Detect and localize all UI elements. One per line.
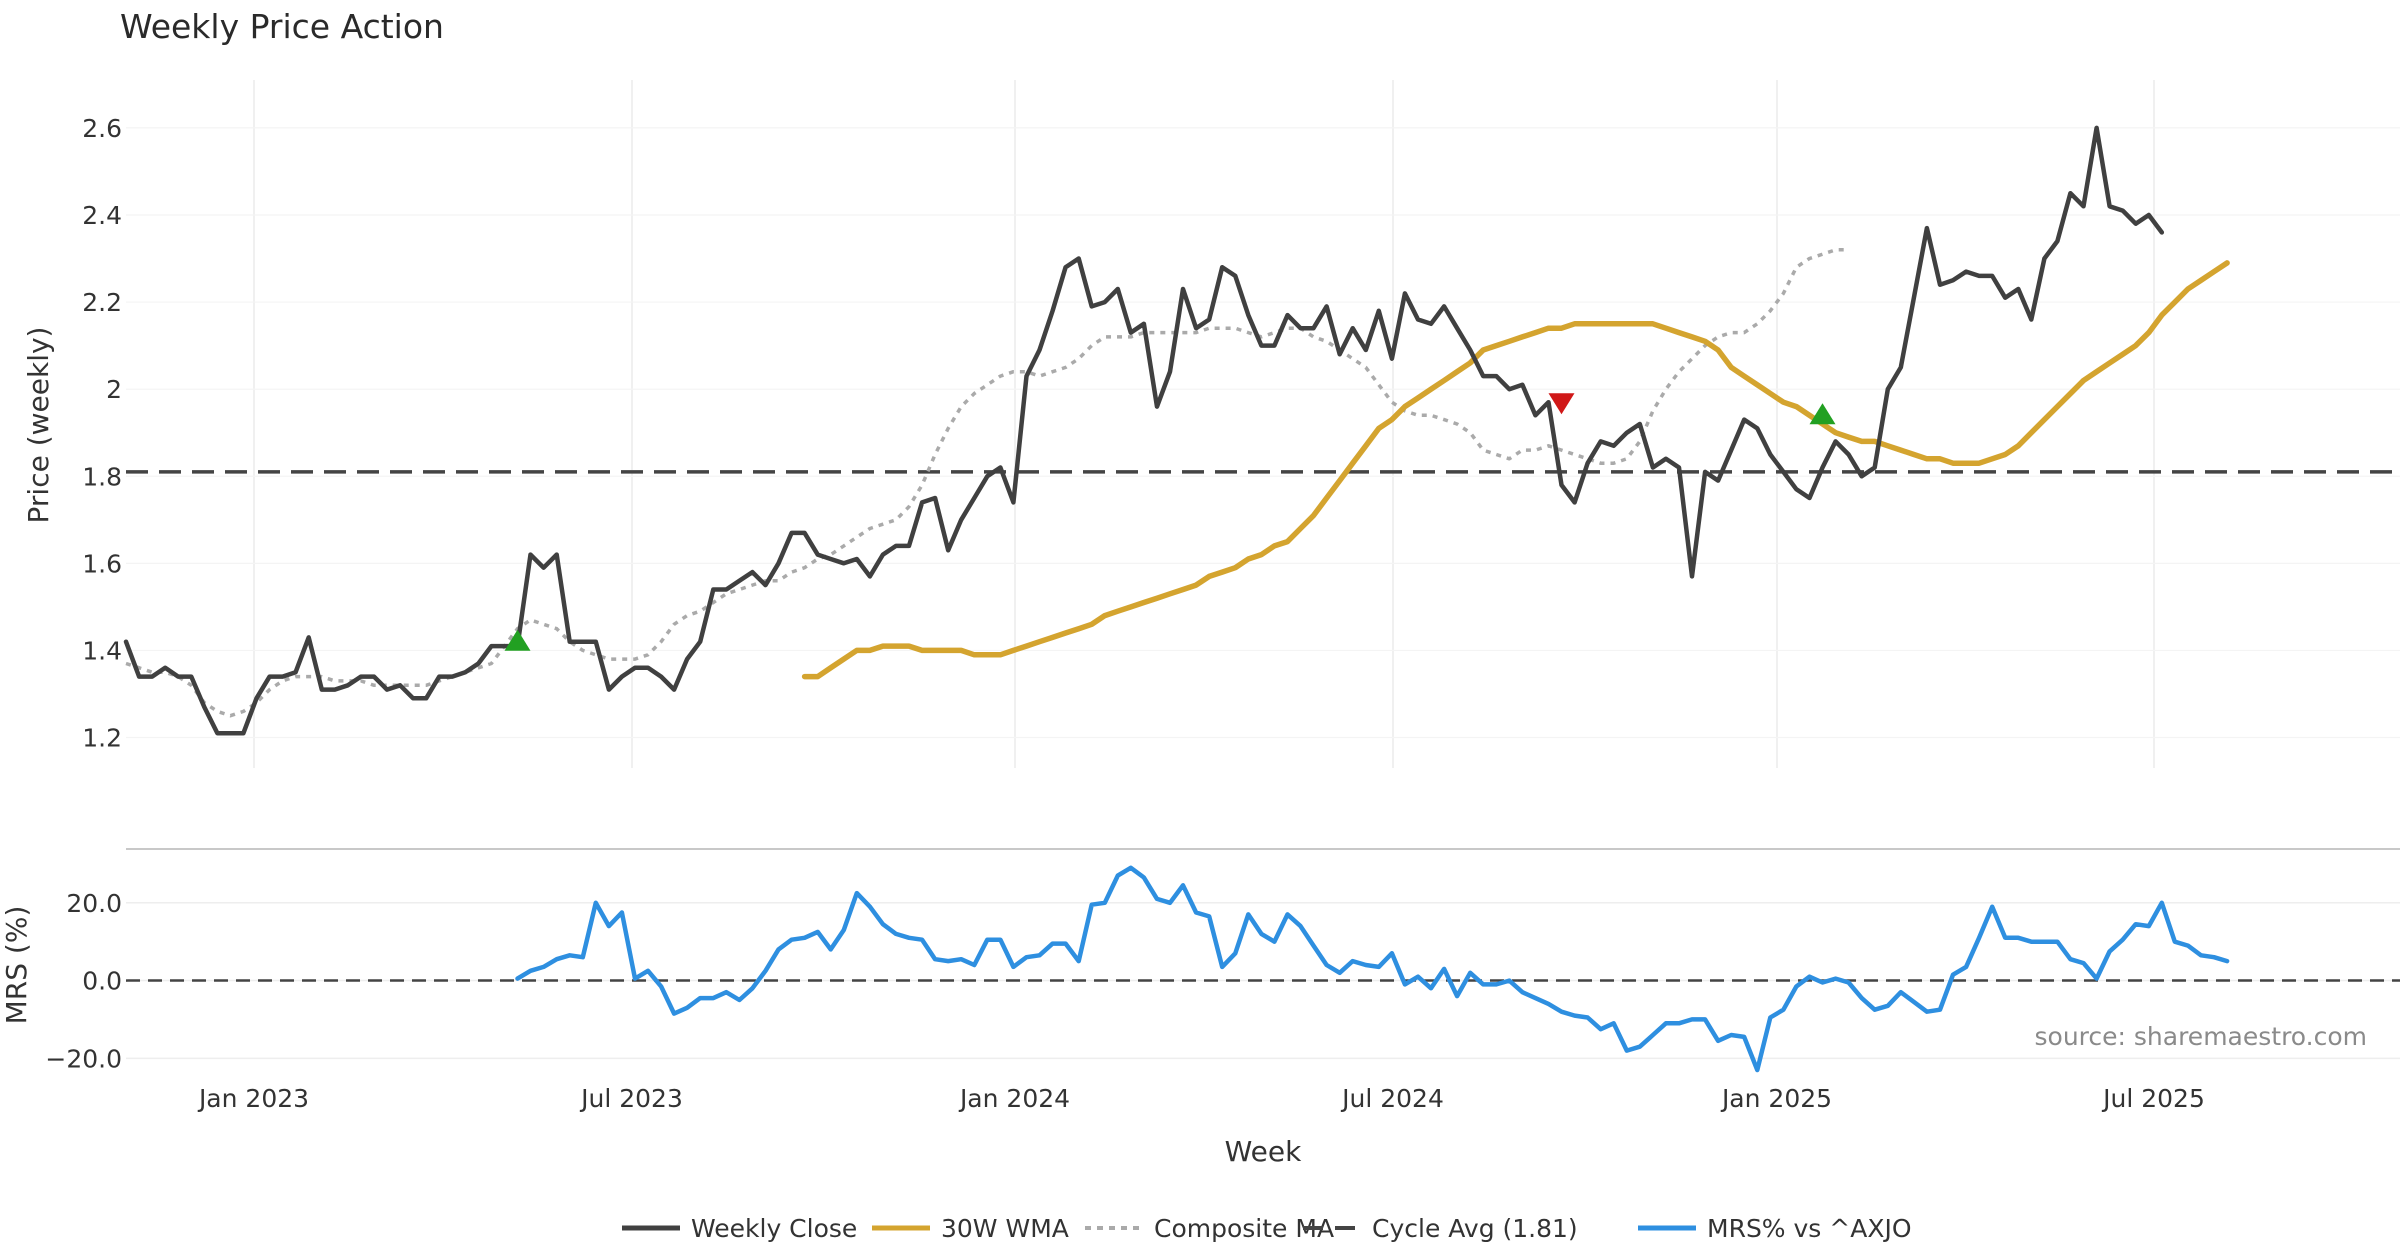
mrs-y-axis-title: MRS (%) xyxy=(0,906,33,1025)
legend: Weekly Close 30W WMA Composite MA Cycle Avg… xyxy=(622,1214,1912,1243)
chart-title: Weekly Price Action xyxy=(120,7,444,46)
price-y-axis-title: Price (weekly) xyxy=(22,327,55,524)
source-credit: source: sharemaestro.com xyxy=(2035,1022,2368,1051)
mrs-y-tick-label: 0.0 xyxy=(82,967,122,996)
x-tick-label: Jul 2025 xyxy=(2101,1084,2205,1113)
mrs-y-tick-label: 20.0 xyxy=(66,889,122,918)
price-y-tick-label: 2 xyxy=(106,375,122,404)
x-tick-label: Jan 2025 xyxy=(1720,1084,1832,1113)
x-tick-label: Jan 2024 xyxy=(958,1084,1070,1113)
price-y-tick-label: 1.6 xyxy=(82,549,122,578)
x-axis-title: Week xyxy=(1225,1135,1302,1168)
buy-signal-marker xyxy=(1809,403,1836,425)
x-ticks: Jan 2023 Jul 2023 Jan 2024 Jul 2024 Jan 2025… xyxy=(197,1084,2205,1113)
price-gridlines xyxy=(126,80,2400,768)
price-y-tick-label: 2.2 xyxy=(82,288,122,317)
buy-signal-marker xyxy=(504,629,531,651)
mrs-vs-axjo-line xyxy=(515,865,2230,1073)
sell-signal-marker xyxy=(1548,393,1575,415)
composite-ma-line xyxy=(125,248,1849,718)
mrs-y-ticks: −20.0 0.0 20.0 xyxy=(45,889,122,1074)
legend-label: Cycle Avg (1.81) xyxy=(1372,1214,1578,1243)
x-tick-label: Jan 2023 xyxy=(197,1084,309,1113)
x-tick-label: Jul 2024 xyxy=(1340,1084,1444,1113)
mrs-series xyxy=(515,865,2230,1073)
weekly-close-line xyxy=(123,125,2165,736)
price-y-tick-label: 2.6 xyxy=(82,114,122,143)
price-y-ticks: 1.2 1.4 1.6 1.8 2 2.2 2.4 2.6 xyxy=(82,114,122,753)
legend-label: 30W WMA xyxy=(941,1214,1069,1243)
price-y-tick-label: 2.4 xyxy=(82,201,122,230)
price-series xyxy=(123,125,2230,736)
legend-label: Weekly Close xyxy=(691,1214,857,1243)
x-tick-label: Jul 2023 xyxy=(579,1084,683,1113)
price-y-tick-label: 1.4 xyxy=(82,636,122,665)
price-y-tick-label: 1.8 xyxy=(82,462,122,491)
mrs-y-tick-label: −20.0 xyxy=(45,1044,122,1073)
price-y-tick-label: 1.2 xyxy=(82,724,122,753)
30w-wma-line xyxy=(801,260,2230,680)
signal-markers xyxy=(504,393,1836,651)
legend-label: MRS% vs ^AXJO xyxy=(1707,1214,1912,1243)
